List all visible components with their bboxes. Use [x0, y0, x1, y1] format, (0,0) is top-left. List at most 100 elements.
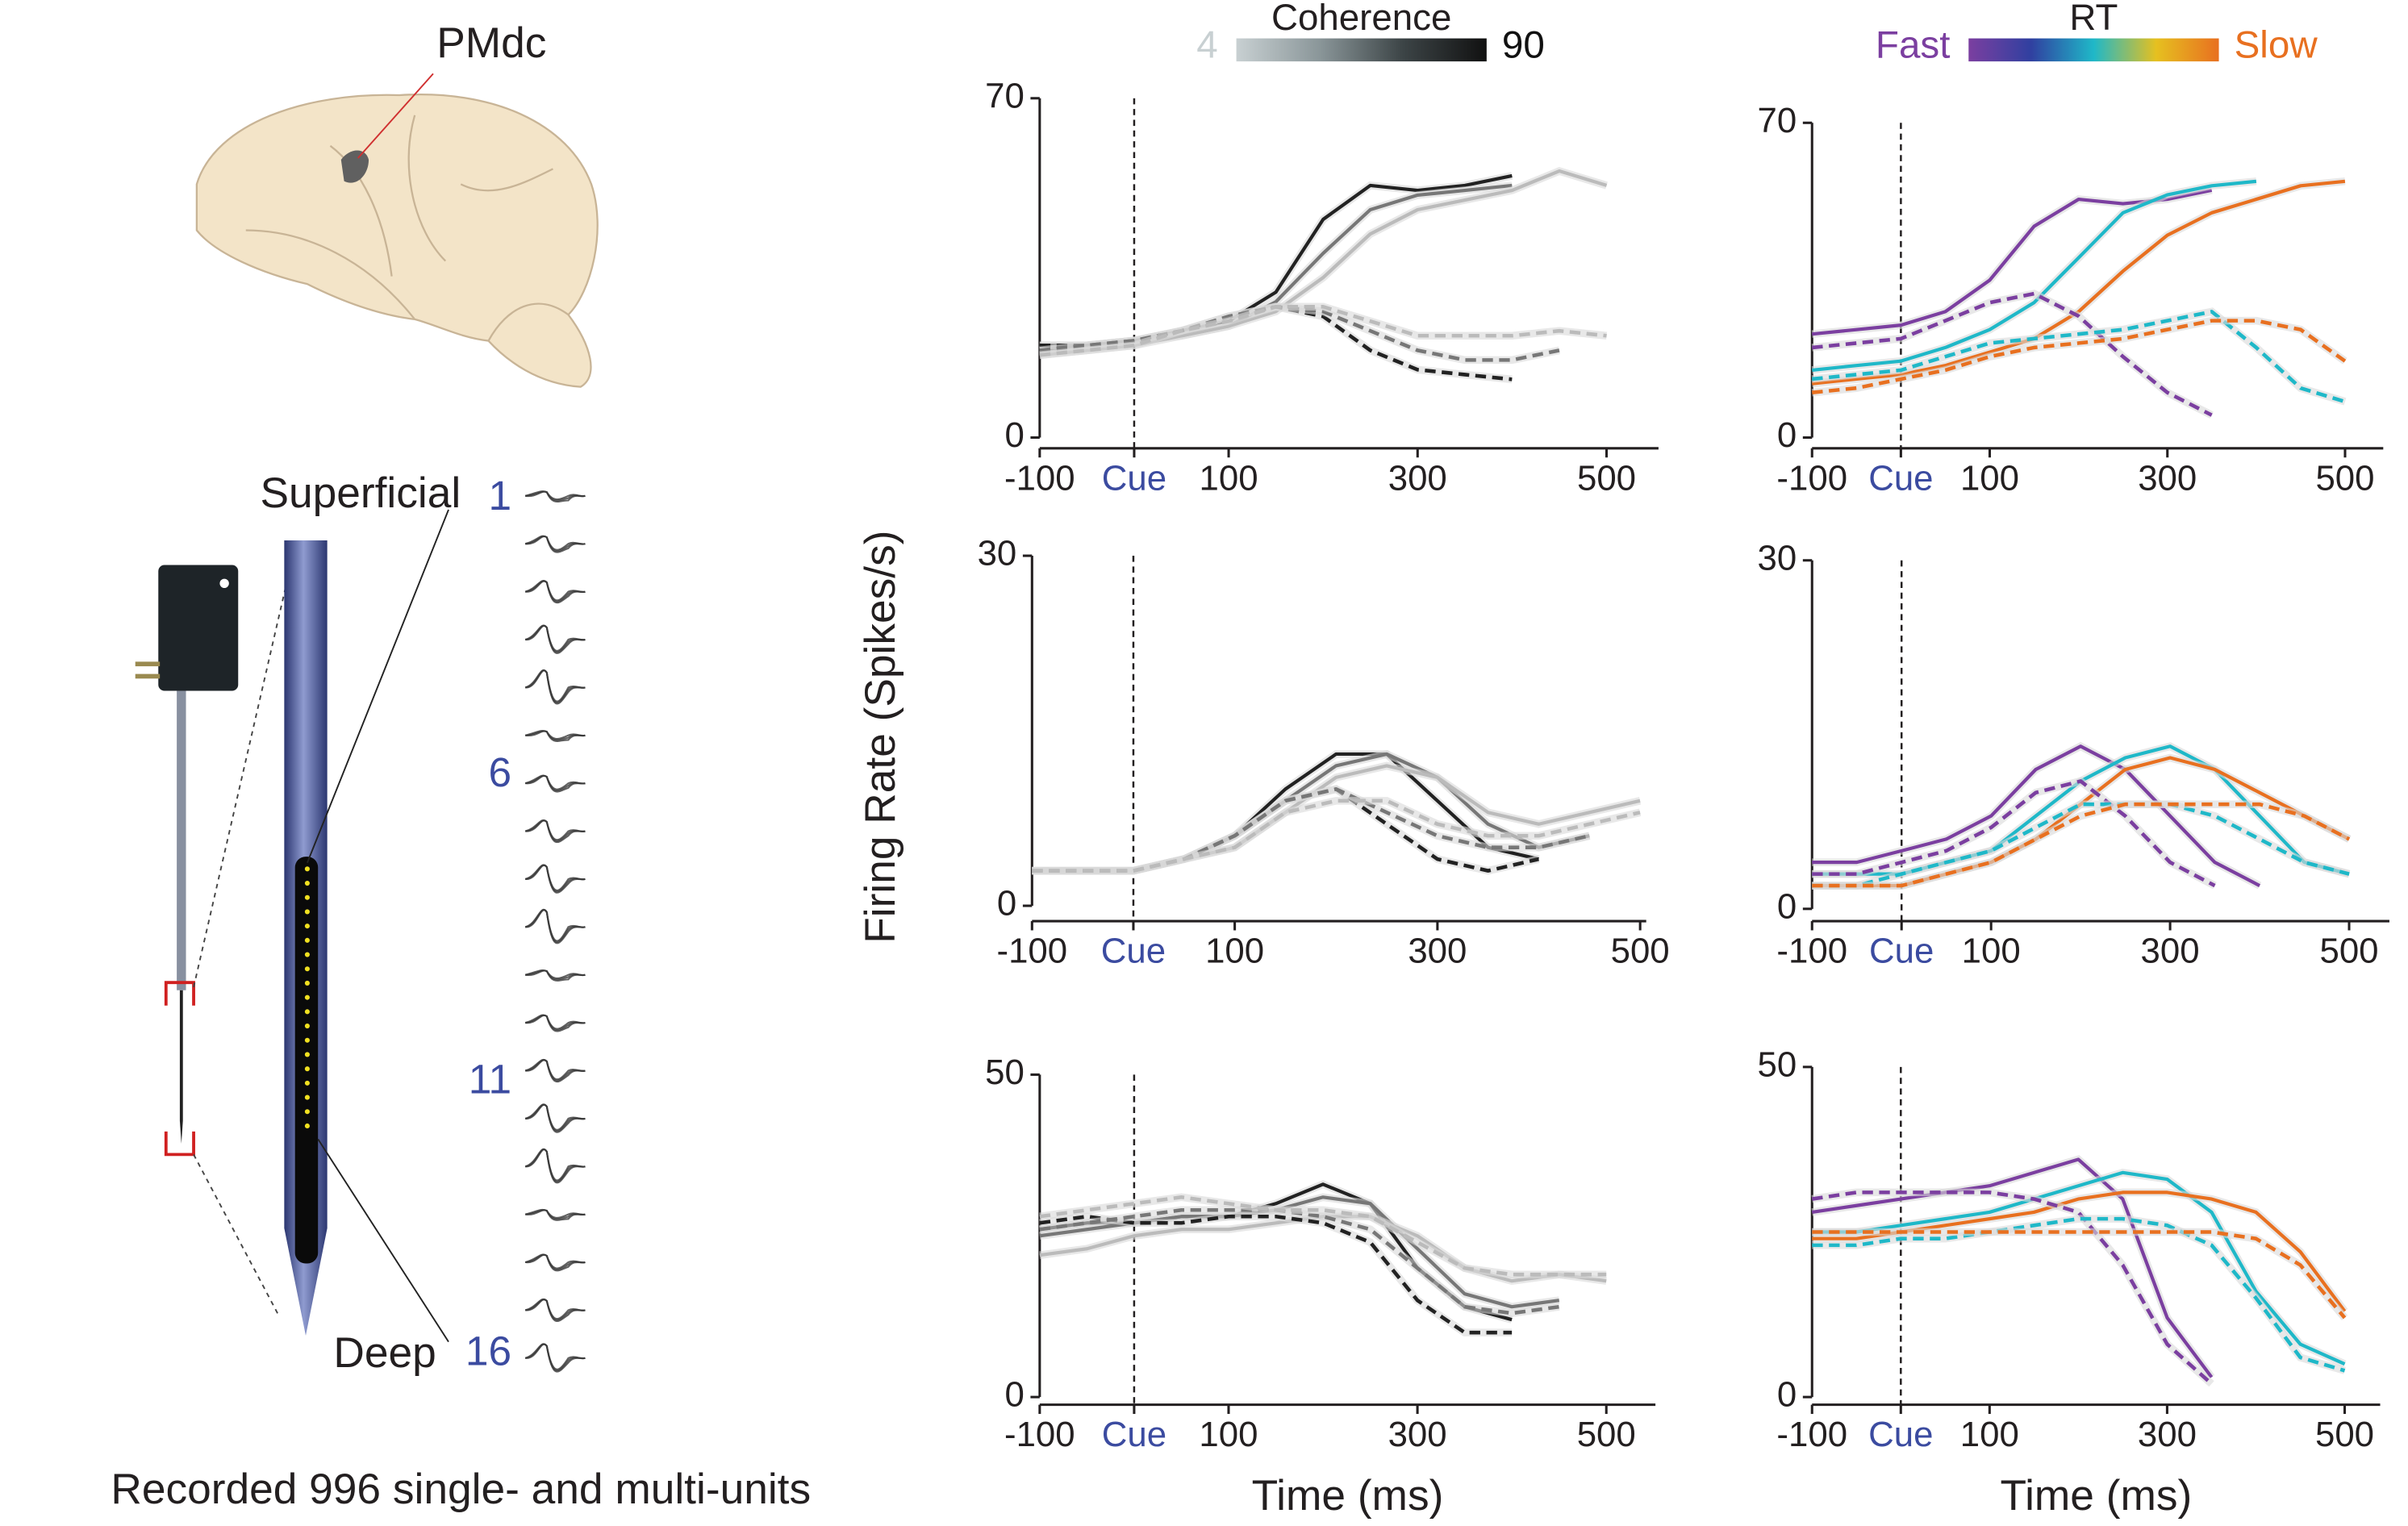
contact — [304, 994, 310, 1000]
x-tick-label: 100 — [1960, 1415, 2019, 1454]
x-axis-label: Time (ms) — [1252, 1472, 1444, 1520]
y-tick-label: 70 — [985, 76, 1025, 115]
series-line — [1812, 179, 2346, 386]
x-tick-label: 300 — [1388, 1415, 1447, 1454]
contact — [304, 1066, 310, 1072]
waveform — [525, 490, 586, 502]
colorbar — [1236, 38, 1487, 62]
pointer-line — [317, 1138, 449, 1343]
x-tick-label: -100 — [1776, 932, 1847, 971]
x-tick-label: Cue — [1869, 932, 1934, 971]
waveform — [524, 624, 586, 652]
y-tick-label: 0 — [1777, 1375, 1797, 1415]
waveform — [525, 864, 586, 894]
brain-illustration — [195, 73, 599, 388]
electrode-strip — [294, 857, 319, 1264]
contact — [304, 1123, 310, 1129]
colorbar-low: Fast — [1876, 24, 1951, 67]
zoom-line — [193, 546, 296, 988]
recording-site — [340, 150, 369, 183]
series-line — [1812, 1216, 2346, 1373]
waveform — [524, 909, 586, 942]
series-line — [1812, 1170, 2346, 1366]
series-line — [1039, 1193, 1607, 1278]
y-tick-label: 0 — [1777, 886, 1797, 926]
contact — [304, 894, 310, 900]
contact — [304, 1094, 310, 1100]
contact — [304, 1052, 310, 1057]
pointer-line — [307, 509, 449, 864]
waveform — [525, 819, 586, 844]
x-tick-label: Cue — [1102, 1415, 1166, 1454]
x-tick-label: 100 — [1962, 932, 2021, 971]
x-tick-label: Cue — [1868, 1415, 1933, 1454]
x-tick-label: -100 — [1776, 458, 1847, 498]
y-axis-label: Firing Rate (Spikes/s) — [857, 531, 904, 944]
x-tick-label: 100 — [1200, 458, 1258, 498]
waveform — [525, 580, 586, 604]
bracket — [164, 981, 195, 1006]
x-tick-label: 500 — [2315, 1415, 2374, 1454]
channel-number: 11 — [469, 1055, 511, 1102]
x-tick-label: -100 — [1776, 1415, 1847, 1454]
series-line — [1039, 305, 1560, 362]
series-line — [1032, 761, 1642, 875]
series-line — [1039, 169, 1608, 357]
contact — [304, 937, 310, 943]
waveform — [524, 669, 586, 703]
x-tick-label: Cue — [1102, 458, 1166, 498]
colorbar-title: Coherence — [1271, 0, 1451, 38]
series-line — [1812, 779, 2216, 888]
y-tick-label: 0 — [997, 884, 1016, 924]
contact — [304, 952, 310, 957]
probe-hole — [219, 578, 229, 589]
channel-number: 1 — [488, 472, 511, 519]
series-line — [1812, 802, 2350, 888]
x-tick-label: Cue — [1101, 932, 1166, 971]
waveform — [525, 1149, 586, 1184]
area-label: PMdc — [436, 19, 546, 67]
waveform — [525, 669, 586, 705]
probe-illustration — [135, 490, 586, 1373]
series-line — [1039, 181, 1513, 355]
brain-sulci — [245, 115, 570, 342]
waveform — [525, 1209, 586, 1221]
x-tick-label: 500 — [1611, 932, 1670, 971]
waveform — [525, 969, 586, 982]
x-tick-label: 500 — [1577, 1415, 1636, 1454]
channel-number: 16 — [465, 1327, 511, 1374]
waveform — [524, 864, 586, 891]
waveform — [525, 536, 586, 553]
x-tick-label: -100 — [1004, 458, 1075, 498]
waveform — [524, 909, 586, 943]
waveform — [525, 1299, 586, 1323]
waveform — [524, 1149, 586, 1182]
contact — [304, 1009, 310, 1015]
x-tick-label: 300 — [2141, 932, 2200, 971]
x-tick-label: 500 — [2315, 458, 2374, 498]
contact — [304, 1024, 310, 1029]
series-line — [1812, 291, 2213, 417]
probe-pin — [135, 673, 161, 679]
series-line — [1039, 166, 1608, 359]
brain-shape — [195, 94, 599, 388]
x-tick-label: 300 — [1408, 932, 1467, 971]
series-line — [1812, 1230, 2347, 1320]
contact — [304, 1109, 310, 1115]
waveform — [524, 1343, 586, 1370]
x-axis-label: Time (ms) — [2001, 1472, 2193, 1520]
x-tick-label: -100 — [1004, 1415, 1075, 1454]
superficial-label: Superficial — [260, 469, 461, 517]
probe-tip — [179, 990, 183, 1144]
series-line — [1039, 305, 1607, 357]
contact — [304, 966, 310, 972]
channel-number: 6 — [488, 748, 511, 795]
x-tick-label: -100 — [997, 932, 1068, 971]
probe-connector — [158, 565, 239, 691]
x-tick-label: 300 — [1388, 458, 1447, 498]
bracket — [164, 1131, 195, 1157]
waveform — [525, 774, 586, 793]
contacts — [304, 866, 310, 1129]
series-line — [1812, 179, 2257, 372]
colorbar-high: Slow — [2235, 24, 2318, 67]
